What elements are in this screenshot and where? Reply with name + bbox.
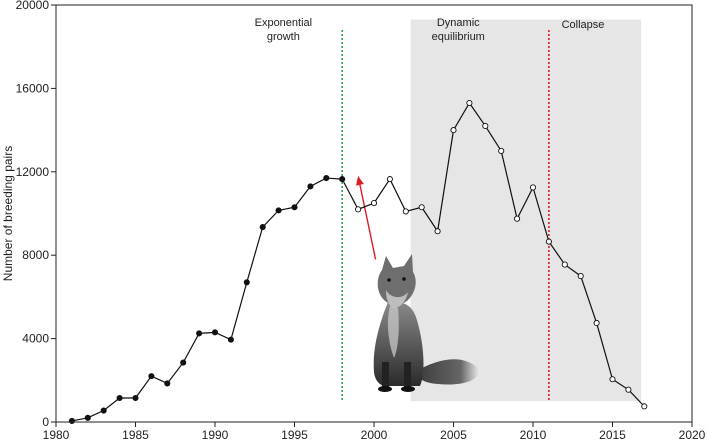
point-filled-1990 (211, 329, 219, 336)
point-open-2001 (386, 176, 393, 183)
vertical-lines (341, 30, 550, 402)
x-tick-label-2010: 2010 (520, 428, 547, 442)
point-filled-1997 (323, 175, 330, 182)
data-points (68, 99, 648, 425)
point-open-2009 (514, 215, 521, 222)
point-open-2014 (593, 319, 600, 327)
point-filled-1981 (68, 417, 75, 425)
point-filled-1983 (100, 407, 107, 414)
arrow-head (356, 175, 364, 186)
point-filled-1996 (307, 183, 314, 190)
point-filled-1992 (243, 279, 250, 286)
series-line-equilibrium-collapse (341, 101, 645, 407)
point-open-2008 (498, 147, 505, 154)
annotation-1: Dynamic equilibrium (432, 17, 485, 43)
point-filled-1984 (116, 394, 123, 402)
point-filled-1989 (196, 330, 203, 337)
y-tick-label-20000: 20000 (16, 0, 50, 12)
x-tick-label-2000: 2000 (361, 428, 388, 442)
point-filled-1995 (291, 204, 298, 211)
annotations: Exponential growth Dynamic equilibrium Colla… (255, 17, 605, 43)
point-open-2002 (402, 208, 409, 215)
arrow-line (359, 184, 377, 260)
point-open-2016 (625, 386, 632, 393)
point-open-2007 (482, 122, 489, 129)
point-filled-1985 (132, 394, 139, 402)
point-open-2004 (434, 228, 441, 235)
point-filled-1994 (275, 207, 282, 214)
point-filled-1998 (339, 176, 346, 183)
shaded-region-dynamic-equilibrium (410, 19, 642, 402)
point-open-2000 (370, 200, 378, 207)
x-tick-label-1980: 1980 (43, 428, 70, 442)
point-filled-1991 (227, 336, 234, 343)
point-open-2003 (418, 204, 425, 211)
x-tick-label-1990: 1990 (202, 428, 229, 442)
point-open-2011 (545, 238, 552, 245)
y-tick-label-0: 0 (42, 415, 49, 429)
point-filled-1982 (84, 414, 91, 421)
y-tick-label-16000: 16000 (16, 81, 50, 95)
point-filled-1993 (259, 224, 266, 231)
x-tick-label-2015: 2015 (599, 428, 626, 442)
y-axis-title: Number of breeding pairs (1, 146, 15, 281)
series-line-growth (71, 177, 343, 422)
red-fox-photo (373, 254, 480, 392)
point-open-2015 (609, 376, 616, 383)
point-open-2005 (450, 127, 457, 134)
x-axis-ticks: 1980 1985 1990 1995 2000 2005 2010 2015 2020 (43, 422, 706, 442)
annotation-0: Exponential growth (255, 17, 313, 43)
point-filled-1986 (148, 373, 155, 380)
y-axis-ticks: 0 4000 8000 12000 16000 20000 (16, 0, 56, 429)
annotation-2: Collapse (562, 19, 605, 31)
point-open-1999 (355, 206, 362, 213)
x-tick-label-1985: 1985 (122, 428, 149, 442)
y-tick-label-12000: 12000 (16, 165, 50, 179)
x-tick-label-1995: 1995 (281, 428, 308, 442)
y-tick-label-8000: 8000 (22, 248, 49, 262)
point-filled-1987 (164, 380, 171, 387)
point-open-2012 (561, 261, 568, 268)
point-open-2013 (577, 272, 584, 280)
x-tick-label-2020: 2020 (679, 428, 706, 442)
point-open-2017 (641, 403, 648, 410)
point-open-2006 (466, 99, 473, 107)
y-tick-label-4000: 4000 (22, 332, 49, 346)
x-tick-label-2005: 2005 (440, 428, 467, 442)
point-open-2010 (529, 184, 537, 191)
point-filled-1988 (180, 359, 187, 366)
